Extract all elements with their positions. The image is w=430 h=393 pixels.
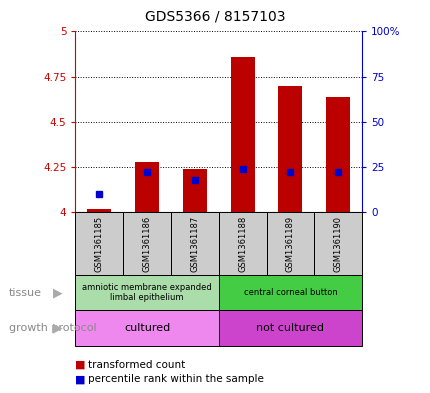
Text: ■: ■: [75, 374, 86, 384]
Text: amniotic membrane expanded
limbal epithelium: amniotic membrane expanded limbal epithe…: [82, 283, 212, 303]
Bar: [123, 212, 171, 275]
Bar: [266, 212, 313, 275]
Text: GSM1361188: GSM1361188: [237, 215, 246, 272]
Text: GSM1361190: GSM1361190: [333, 216, 342, 272]
Text: ▶: ▶: [53, 286, 63, 299]
Text: GSM1361185: GSM1361185: [95, 216, 104, 272]
Text: percentile rank within the sample: percentile rank within the sample: [88, 374, 264, 384]
Text: ■: ■: [75, 360, 86, 370]
Bar: [75, 310, 218, 346]
Text: GSM1361187: GSM1361187: [190, 215, 199, 272]
Text: growth protocol: growth protocol: [9, 323, 96, 333]
Text: not cultured: not cultured: [256, 323, 324, 333]
Text: GSM1361189: GSM1361189: [285, 216, 294, 272]
Bar: [230, 57, 254, 212]
Bar: [313, 212, 361, 275]
Bar: [135, 162, 159, 212]
Bar: [278, 86, 301, 212]
Text: ▶: ▶: [53, 321, 63, 335]
Text: GDS5366 / 8157103: GDS5366 / 8157103: [145, 10, 285, 24]
Bar: [171, 212, 218, 275]
Bar: [182, 169, 206, 212]
Text: transformed count: transformed count: [88, 360, 185, 370]
Bar: [218, 275, 361, 310]
Bar: [326, 97, 349, 212]
Text: cultured: cultured: [124, 323, 170, 333]
Bar: [75, 212, 123, 275]
Text: central corneal button: central corneal button: [243, 288, 337, 297]
Bar: [87, 209, 111, 212]
Text: tissue: tissue: [9, 288, 42, 298]
Bar: [218, 212, 266, 275]
Bar: [75, 275, 218, 310]
Text: GSM1361186: GSM1361186: [142, 215, 151, 272]
Bar: [218, 310, 361, 346]
